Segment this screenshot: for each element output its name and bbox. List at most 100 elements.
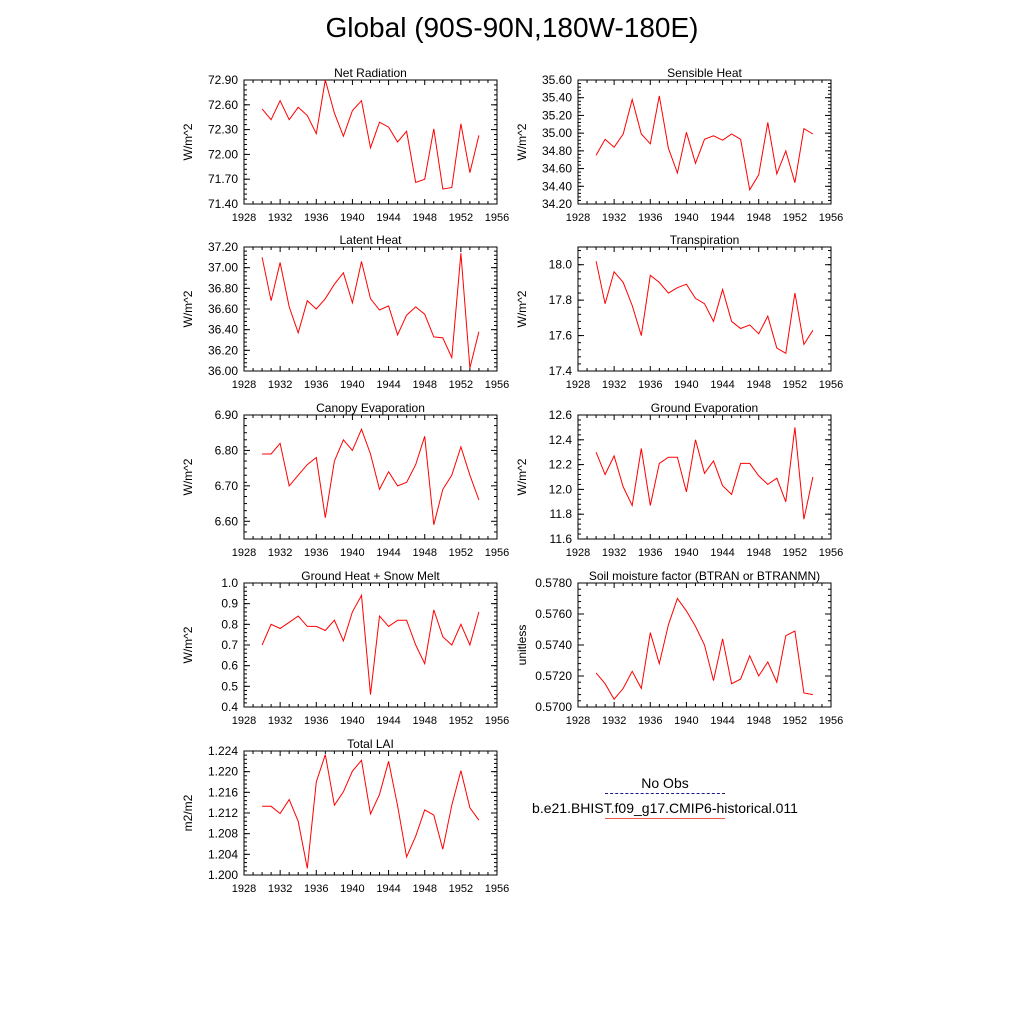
y-axis-label: W/m^2 (181, 458, 195, 495)
y-tick-label: 6.70 (215, 479, 239, 493)
y-tick-label: 36.40 (208, 323, 238, 337)
y-tick-label: 0.5 (221, 679, 238, 693)
x-tick-label: 1944 (710, 715, 734, 727)
x-tick-label: 1936 (638, 379, 662, 391)
x-tick-label: 1936 (638, 212, 662, 224)
x-tick-label: 1936 (304, 379, 328, 391)
x-tick-label: 1956 (819, 547, 843, 559)
y-tick-label: 6.80 (215, 443, 239, 457)
x-tick-label: 1956 (819, 212, 843, 224)
chart-panel: 1928 1932 1936 1940 1944 1948 1952 1956 6.60 6.70… (181, 401, 509, 559)
y-tick-label: 0.9 (221, 597, 238, 611)
y-tick-label: 72.30 (208, 123, 238, 137)
x-tick-label: 1952 (449, 212, 473, 224)
x-tick-label: 1936 (304, 547, 328, 559)
x-tick-label: 1944 (376, 212, 400, 224)
y-tick-label: 35.20 (542, 108, 572, 122)
chart-panel: 1928 1932 1936 1940 1944 1948 1952 1956 71.40 71.… (181, 66, 509, 224)
x-tick-label: 1940 (340, 883, 364, 895)
y-tick-label: 0.5700 (535, 700, 572, 714)
plot-frame (243, 582, 498, 708)
y-axis-label: W/m^2 (181, 290, 195, 327)
y-tick-label: 37.00 (208, 261, 238, 275)
x-tick-label: 1952 (783, 715, 807, 727)
x-tick-label: 1952 (783, 379, 807, 391)
x-tick-label: 1932 (268, 547, 292, 559)
y-tick-label: 6.90 (215, 408, 239, 422)
x-tick-label: 1928 (232, 883, 256, 895)
x-tick-label: 1948 (412, 547, 436, 559)
y-tick-label: 12.4 (549, 433, 573, 447)
y-tick-label: 1.224 (208, 744, 238, 758)
series-line (595, 261, 814, 355)
y-tick-label: 0.5720 (535, 669, 572, 683)
x-tick-label: 1936 (304, 883, 328, 895)
y-tick-label: 17.8 (549, 293, 573, 307)
x-tick-label: 1936 (304, 212, 328, 224)
x-tick-label: 1936 (638, 547, 662, 559)
legend: No Obs b.e21.BHIST.f09_g17.CMIP6-histori… (520, 775, 810, 819)
y-tick-label: 72.60 (208, 98, 238, 112)
y-tick-label: 1.200 (208, 868, 238, 882)
y-tick-label: 1.212 (208, 806, 238, 820)
x-tick-label: 1944 (376, 379, 400, 391)
y-tick-label: 1.0 (221, 576, 238, 590)
y-tick-label: 0.4 (221, 700, 238, 714)
panel-title: Latent Heat (339, 233, 402, 247)
series-line (595, 427, 814, 520)
y-tick-label: 17.6 (549, 329, 573, 343)
x-tick-label: 1932 (602, 212, 626, 224)
y-tick-label: 36.00 (208, 364, 238, 378)
legend-model-label: b.e21.BHIST.f09_g17.CMIP6-historical.011 (532, 800, 798, 816)
panel-title: Transpiration (670, 233, 740, 247)
x-tick-label: 1940 (340, 547, 364, 559)
x-tick-label: 1948 (746, 547, 770, 559)
y-tick-label: 18.0 (549, 258, 573, 272)
y-tick-label: 36.20 (208, 343, 238, 357)
y-tick-label: 1.220 (208, 765, 238, 779)
y-axis-label: W/m^2 (181, 123, 195, 160)
series-line (262, 754, 480, 869)
x-tick-label: 1948 (412, 715, 436, 727)
y-tick-label: 34.60 (542, 162, 572, 176)
x-tick-label: 1928 (566, 379, 590, 391)
x-tick-label: 1948 (412, 212, 436, 224)
x-tick-label: 1932 (602, 547, 626, 559)
x-tick-label: 1952 (449, 715, 473, 727)
x-tick-label: 1956 (485, 715, 509, 727)
y-tick-label: 0.5780 (535, 576, 572, 590)
plot-frame (577, 79, 832, 205)
x-tick-label: 1948 (746, 715, 770, 727)
chart-panel: 1928 1932 1936 1940 1944 1948 1952 1956 1.200 1.2… (181, 737, 509, 895)
x-tick-label: 1944 (710, 379, 734, 391)
x-tick-label: 1940 (340, 379, 364, 391)
y-tick-label: 11.6 (550, 532, 573, 546)
y-tick-label: 12.0 (549, 482, 573, 496)
x-tick-label: 1928 (232, 715, 256, 727)
panel-title: Ground Heat + Snow Melt (301, 569, 440, 583)
panel-title: Sensible Heat (667, 66, 742, 80)
y-tick-label: 17.4 (549, 364, 573, 378)
x-tick-label: 1928 (566, 715, 590, 727)
x-tick-label: 1932 (268, 212, 292, 224)
y-tick-label: 35.40 (542, 91, 572, 105)
x-tick-label: 1940 (340, 715, 364, 727)
series-line (262, 427, 480, 525)
plot-frame (243, 246, 498, 372)
y-tick-label: 11.8 (550, 507, 573, 521)
y-tick-label: 6.60 (215, 514, 239, 528)
x-tick-label: 1952 (783, 212, 807, 224)
y-axis-label: W/m^2 (181, 626, 195, 663)
series-line (261, 79, 480, 190)
x-tick-label: 1940 (674, 212, 698, 224)
chart-panel: 1928 1932 1936 1940 1944 1948 1952 1956 17.4 17.6… (515, 233, 843, 391)
x-tick-label: 1936 (304, 715, 328, 727)
chart-panel: 1928 1932 1936 1940 1944 1948 1952 1956 0.5700 0.… (515, 569, 843, 727)
x-tick-label: 1940 (340, 212, 364, 224)
x-tick-label: 1932 (268, 379, 292, 391)
x-tick-label: 1952 (783, 547, 807, 559)
x-tick-label: 1956 (819, 379, 843, 391)
y-tick-label: 0.7 (221, 638, 238, 652)
x-tick-label: 1952 (449, 547, 473, 559)
